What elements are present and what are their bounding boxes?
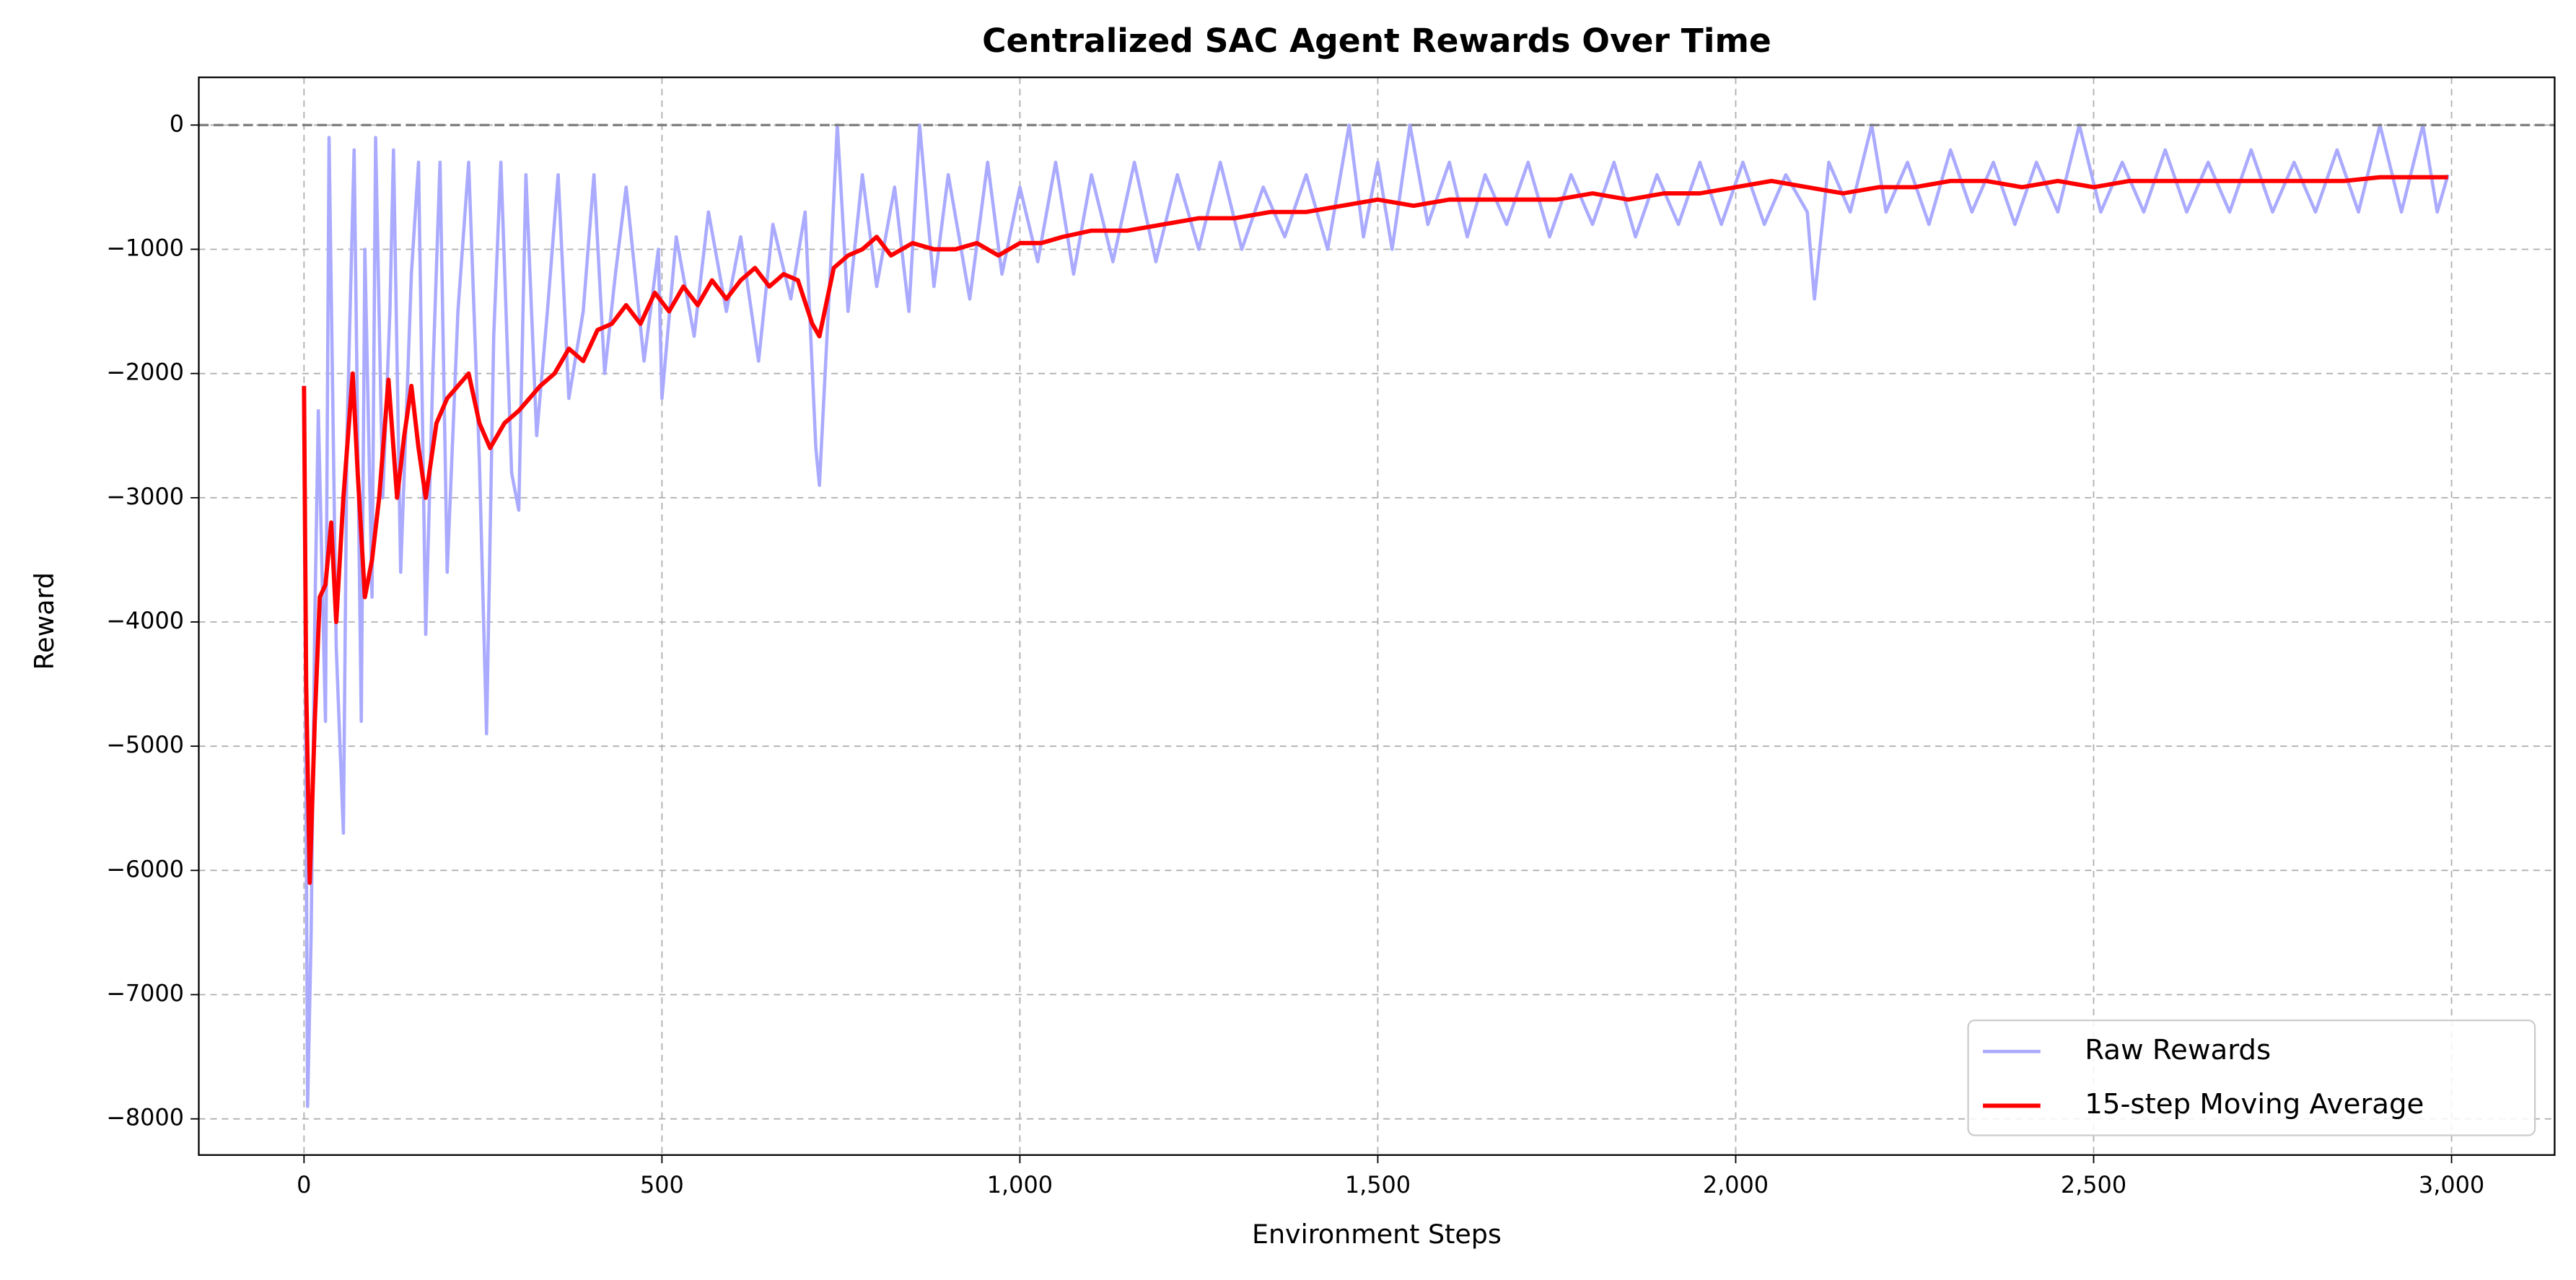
x-tick-label: 0 — [297, 1171, 311, 1198]
y-tick-label: −4000 — [106, 607, 184, 634]
x-tick-label: 1,500 — [1345, 1171, 1411, 1198]
x-tick-label: 500 — [640, 1171, 684, 1198]
plot-frame — [198, 76, 2556, 1156]
y-tick-label: −3000 — [106, 483, 184, 510]
y-tick-label: −7000 — [106, 980, 184, 1007]
series-line — [302, 123, 2450, 1108]
y-tick-label: −1000 — [106, 234, 184, 261]
x-tick-label: 3,000 — [2419, 1171, 2484, 1198]
legend-label: 15-step Moving Average — [2085, 1088, 2424, 1121]
chart-title: Centralized SAC Agent Rewards Over Time — [982, 22, 1771, 60]
y-tick-label: −2000 — [106, 359, 184, 386]
y-tick-label: −5000 — [106, 731, 184, 758]
legend-label: Raw Rewards — [2085, 1034, 2271, 1066]
y-tick-label: 0 — [170, 110, 184, 137]
x-tick-label: 1,000 — [987, 1171, 1053, 1198]
series-line — [302, 175, 2448, 885]
y-tick-label: −8000 — [106, 1104, 184, 1131]
legend-box — [1967, 1019, 2536, 1136]
x-tick-label: 2,500 — [2061, 1171, 2126, 1198]
x-tick-label: 2,000 — [1703, 1171, 1769, 1198]
y-tick-label: −6000 — [106, 855, 184, 882]
y-axis-label: Reward — [29, 572, 60, 670]
x-axis-label: Environment Steps — [1252, 1219, 1502, 1250]
